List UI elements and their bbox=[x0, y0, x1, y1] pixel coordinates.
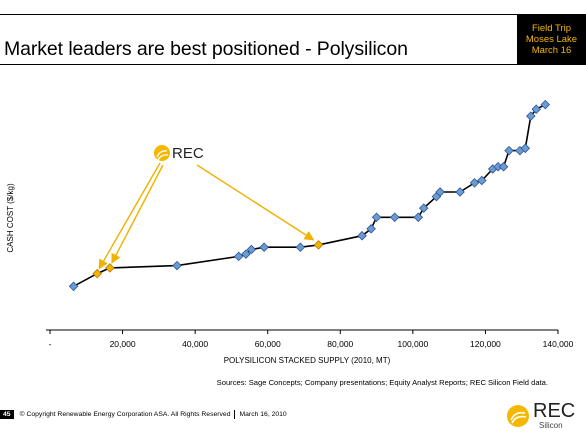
data-point-19 bbox=[469, 178, 480, 188]
event-line-2: Moses Lake bbox=[525, 34, 578, 45]
data-point-29 bbox=[540, 99, 551, 110]
data-point-4 bbox=[233, 251, 244, 262]
data-point-12 bbox=[371, 212, 382, 223]
x-tick-label-0: - bbox=[49, 339, 52, 349]
slide-title: Market leaders are best positioned - Pol… bbox=[4, 38, 408, 60]
data-points bbox=[68, 99, 551, 292]
x-tick-label-6: 120,000 bbox=[470, 339, 501, 349]
rec-arrow-0 bbox=[98, 162, 161, 270]
rec-point-1 bbox=[92, 268, 102, 279]
logo-sub: Silicon bbox=[539, 421, 563, 430]
footer: 45 © Copyright Renewable Energy Corporat… bbox=[0, 408, 287, 420]
rec-annotation-label: REC bbox=[172, 145, 204, 162]
event-line-3: March 16 bbox=[531, 45, 572, 56]
x-tick-label-7: 140,000 bbox=[543, 339, 574, 349]
data-point-3 bbox=[172, 260, 182, 271]
data-point-15 bbox=[418, 203, 429, 213]
data-point-24 bbox=[504, 145, 514, 156]
x-axis-label: POLYSILICON STACKED SUPPLY (2010, MT) bbox=[224, 356, 391, 365]
data-point-0 bbox=[68, 281, 79, 292]
rec-logo-sun-icon bbox=[507, 405, 529, 427]
rec-annotation-arrows bbox=[98, 162, 315, 270]
data-point-20 bbox=[477, 175, 487, 186]
supply-curve bbox=[73, 103, 546, 288]
footer-separator bbox=[234, 409, 236, 419]
rec-point-2 bbox=[105, 263, 115, 273]
data-point-28 bbox=[531, 104, 541, 114]
rec-annotation: REC bbox=[154, 145, 204, 162]
copyright-text: © Copyright Renewable Energy Corporation… bbox=[19, 410, 231, 418]
rec-sun-stroke-2 bbox=[157, 154, 169, 161]
rec-sun-icon bbox=[154, 145, 170, 161]
data-point-27 bbox=[526, 111, 536, 121]
rec-sun-stroke-1 bbox=[156, 150, 168, 158]
page-number: 45 bbox=[0, 409, 14, 419]
data-point-26 bbox=[520, 143, 531, 154]
data-point-23 bbox=[498, 161, 509, 172]
data-point-7 bbox=[259, 242, 269, 252]
title-top-rule bbox=[0, 14, 517, 15]
data-point-18 bbox=[455, 187, 465, 197]
data-point-17 bbox=[435, 187, 445, 197]
data-point-5 bbox=[241, 249, 251, 259]
rec-arrow-1 bbox=[111, 164, 164, 264]
x-tick-label-3: 60,000 bbox=[255, 339, 281, 349]
x-tick-label-4: 80,000 bbox=[327, 339, 353, 349]
title-rule bbox=[0, 64, 517, 65]
data-point-13 bbox=[389, 212, 400, 223]
chart-axes: - 20,000 40,000 60,000 80,000 100,000 120,000 1… bbox=[46, 329, 574, 349]
x-tick-label-2: 40,000 bbox=[182, 339, 208, 349]
data-point-6 bbox=[246, 244, 257, 255]
data-point-10 bbox=[357, 230, 367, 241]
rec-point-9 bbox=[313, 240, 324, 250]
event-box: Field Trip Moses Lake March 16 bbox=[517, 14, 586, 65]
x-tick-label-5: 100,000 bbox=[397, 339, 428, 349]
data-point-8 bbox=[295, 242, 306, 252]
logo-name: REC bbox=[533, 400, 576, 422]
y-axis-label: CASH COST ($/kg) bbox=[6, 183, 15, 253]
x-tick-label-1: 20,000 bbox=[110, 339, 136, 349]
event-line-1: Field Trip bbox=[531, 23, 572, 34]
sources-note: Sources: Sage Concepts; Company presenta… bbox=[216, 378, 548, 387]
rec-silicon-logo: REC Silicon bbox=[506, 400, 578, 432]
data-point-11 bbox=[366, 224, 376, 234]
supply-curve-line bbox=[73, 103, 546, 288]
footer-date: March 16, 2010 bbox=[239, 410, 287, 418]
rec-sun-disc bbox=[154, 145, 170, 161]
data-point-14 bbox=[413, 212, 424, 223]
rec-arrow-2 bbox=[196, 164, 315, 241]
